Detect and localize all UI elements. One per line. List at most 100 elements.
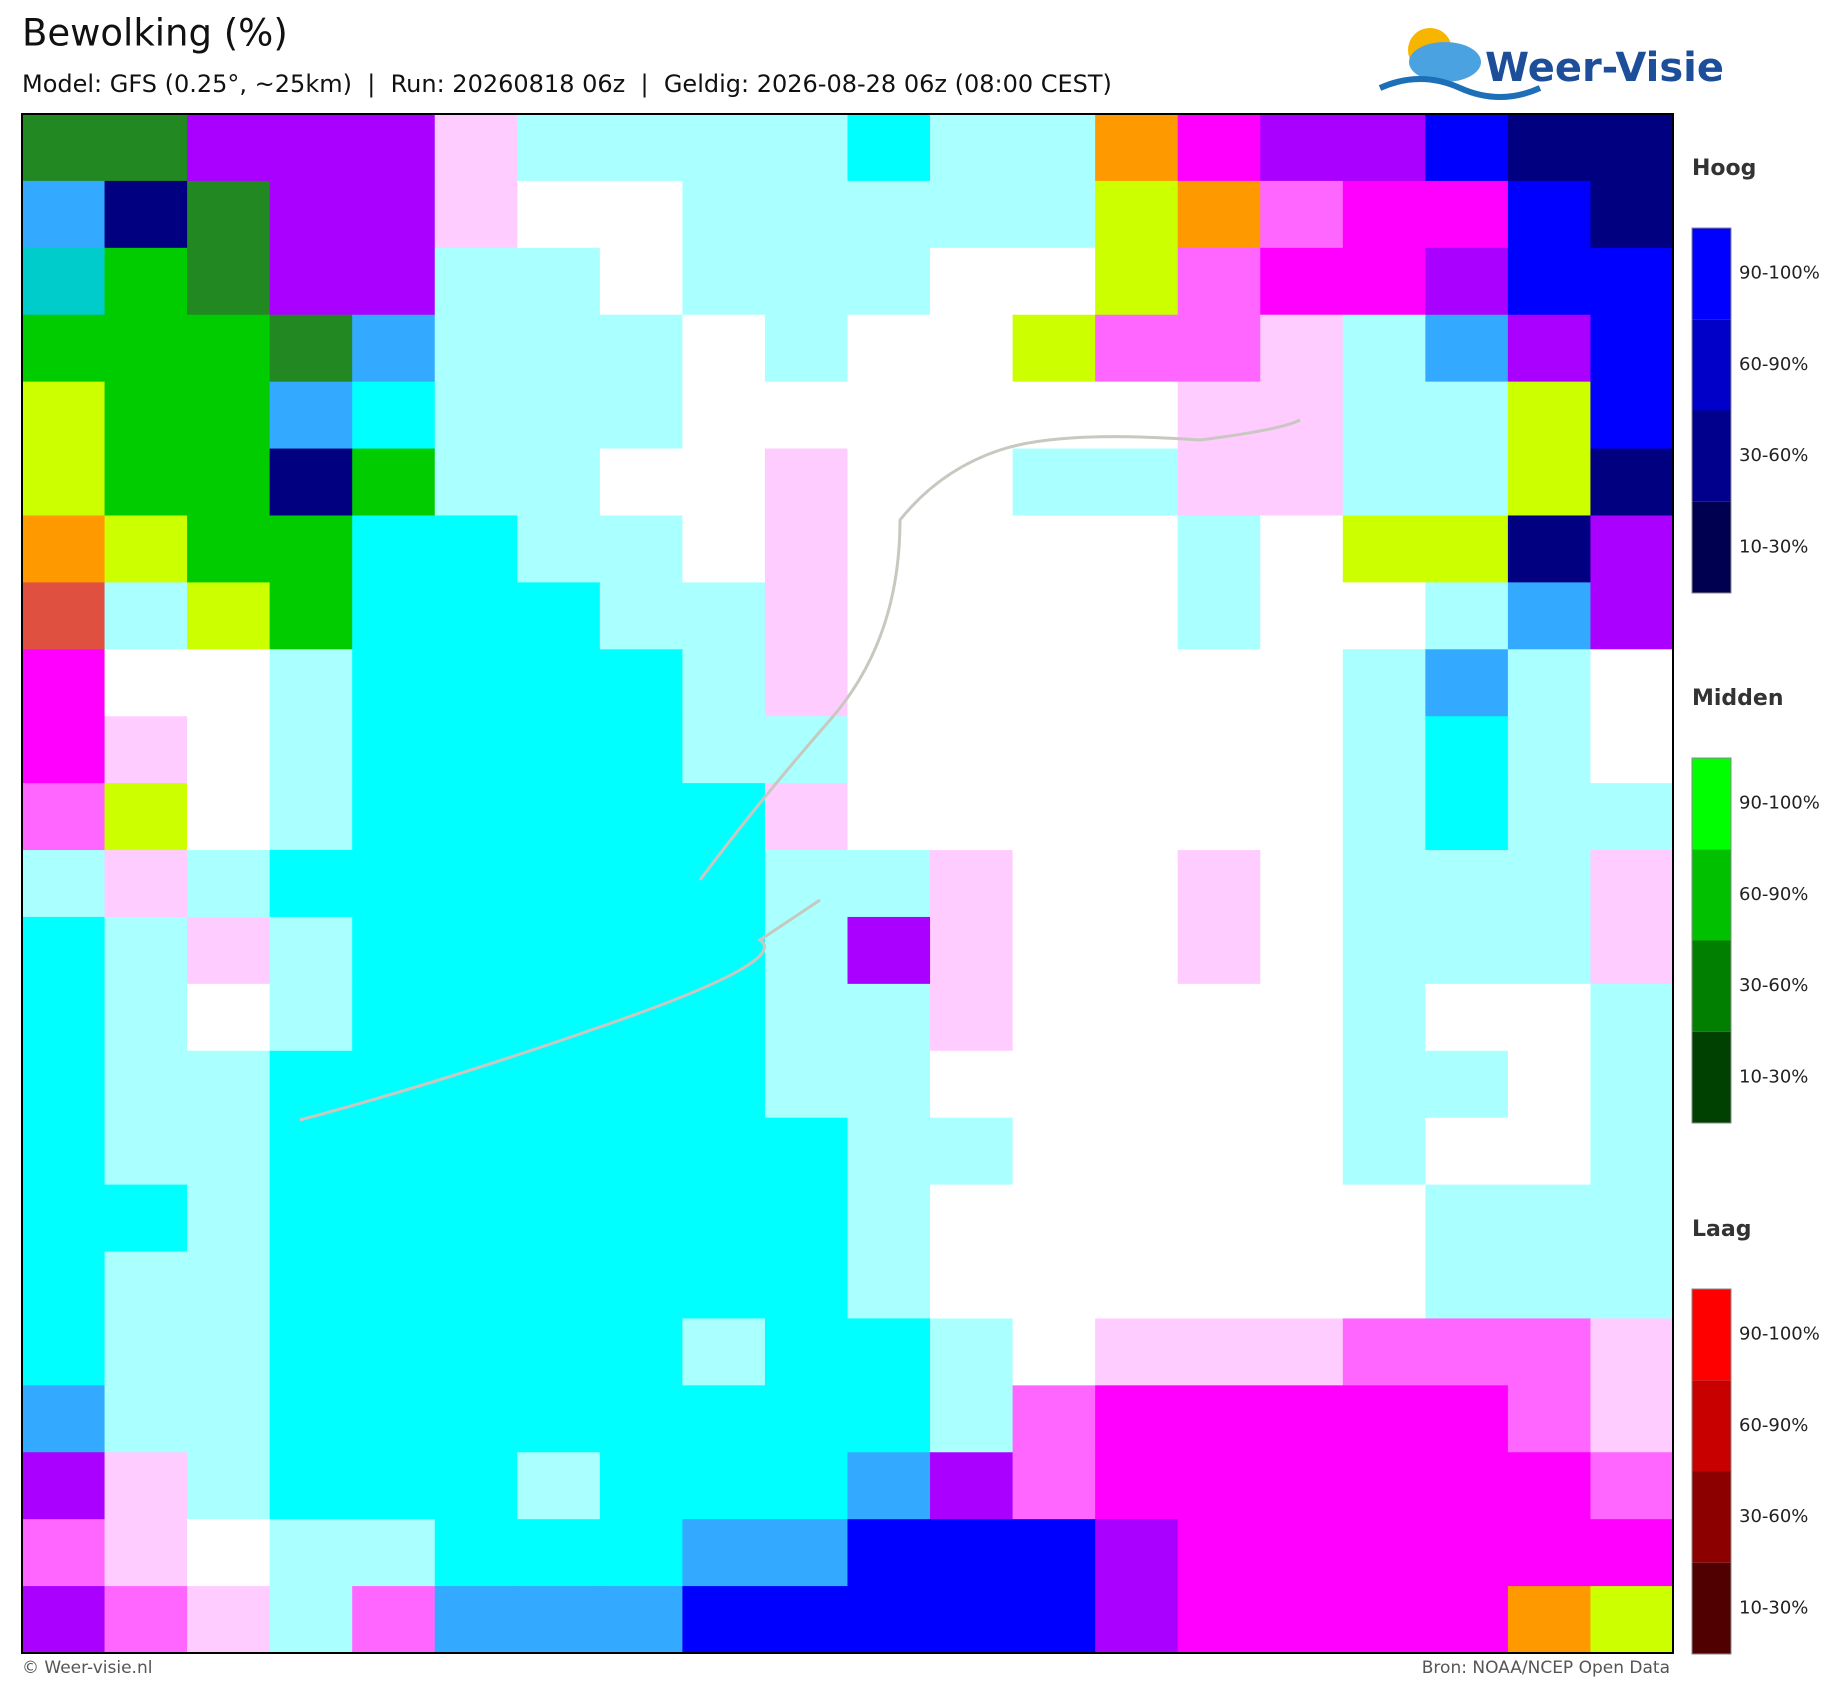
cloud-cell: [1095, 783, 1179, 851]
cloud-cell: [682, 916, 766, 985]
cloud-cell: [1260, 381, 1344, 450]
cloud-cell: [930, 448, 1014, 516]
cloud-cell: [1425, 716, 1509, 784]
cloud-cell: [269, 850, 353, 918]
cloud-cell: [517, 582, 601, 650]
cloud-cell: [352, 247, 436, 316]
cloud-cell: [682, 1586, 766, 1654]
legend-label: 10-30%: [1739, 1597, 1808, 1618]
cloud-cell: [517, 515, 601, 583]
cloud-cell: [1425, 1318, 1509, 1386]
cloud-cell: [1342, 1117, 1426, 1186]
cloud-cell: [187, 1385, 271, 1453]
cloud-cell: [1507, 1318, 1591, 1386]
cloud-cell: [1507, 1385, 1591, 1453]
cloud-cell: [1342, 1184, 1426, 1253]
footer-right: Bron: NOAA/NCEP Open Data: [1422, 1658, 1670, 1678]
cloud-cell: [682, 515, 766, 583]
cloud-cell: [847, 448, 931, 516]
cloud-cell: [434, 1586, 518, 1654]
cloud-cell: [187, 381, 271, 450]
cloud-cell: [682, 850, 766, 918]
cloud-cell: [1590, 1184, 1674, 1253]
legend-bar-frame: [1691, 757, 1732, 1124]
cloud-cell: [517, 1117, 601, 1186]
cloud-cell: [434, 1050, 518, 1119]
cloud-cell: [352, 314, 436, 383]
cloud-cell: [1425, 1385, 1509, 1453]
legend-swatch: [1692, 849, 1731, 941]
cloud-cell: [517, 1519, 601, 1587]
cloud-cell: [1590, 582, 1674, 650]
cloud-cell: [599, 114, 683, 182]
legend-swatch: [1692, 501, 1731, 593]
cloud-cell: [1590, 1452, 1674, 1520]
cloud-cell: [682, 716, 766, 784]
cloud-cell: [1590, 114, 1674, 182]
cloud-cell: [682, 1385, 766, 1453]
cloud-cell: [22, 983, 106, 1052]
cloud-cell: [1177, 1586, 1261, 1654]
cloud-cell: [1177, 180, 1261, 249]
cloud-cell: [764, 582, 848, 650]
cloud-cell: [764, 1385, 848, 1453]
cloud-cell: [1260, 1452, 1344, 1520]
cloud-cell: [1342, 1452, 1426, 1520]
cloud-cell: [434, 1117, 518, 1186]
cloud-cell: [104, 1251, 188, 1319]
cloud-cell: [1260, 247, 1344, 316]
cloud-cell: [1095, 850, 1179, 918]
cloud-cell: [847, 1452, 931, 1520]
cloud-cell: [1342, 783, 1426, 851]
cloud-cell: [1012, 582, 1096, 650]
cloud-cell: [187, 1184, 271, 1253]
cloud-cell: [22, 649, 106, 717]
cloud-cell: [269, 1318, 353, 1386]
cloud-cell: [22, 381, 106, 450]
cloud-cell: [930, 716, 1014, 784]
cloud-cell: [764, 180, 848, 249]
cloud-cell: [104, 180, 188, 249]
cloud-cell: [1342, 1318, 1426, 1386]
cloud-cell: [599, 1452, 683, 1520]
cloud-cell: [1425, 916, 1509, 985]
cloud-cell: [1342, 114, 1426, 182]
cloud-cell: [764, 381, 848, 450]
legend-bar-frame: [1691, 227, 1732, 594]
cloud-cell: [352, 381, 436, 450]
cloud-cell: [1095, 582, 1179, 650]
cloud-cell: [847, 850, 931, 918]
cloud-cell: [599, 1385, 683, 1453]
cloud-cell: [352, 1452, 436, 1520]
cloud-cell: [1095, 716, 1179, 784]
legend-swatch: [1692, 1289, 1731, 1381]
cloud-cell: [434, 114, 518, 182]
cloud-cell: [104, 1385, 188, 1453]
cloud-cell: [517, 1452, 601, 1520]
cloud-cell: [187, 1117, 271, 1186]
cloud-cell: [1260, 1050, 1344, 1119]
cloud-cell: [22, 783, 106, 851]
cloud-cell: [1260, 314, 1344, 383]
cloud-cell: [1012, 1050, 1096, 1119]
cloud-cell: [517, 314, 601, 383]
legend-label: 10-30%: [1739, 1066, 1808, 1087]
cloud-cell: [352, 515, 436, 583]
cloud-cell: [1342, 649, 1426, 717]
cloud-cell: [764, 716, 848, 784]
cloud-cell: [187, 1050, 271, 1119]
cloud-cell: [1095, 180, 1179, 249]
cloud-cell: [1342, 314, 1426, 383]
cloud-cell: [517, 1586, 601, 1654]
cloud-cell: [764, 649, 848, 717]
cloud-cell: [930, 983, 1014, 1052]
cloud-cell: [434, 716, 518, 784]
cloud-cell: [22, 1050, 106, 1119]
cloud-cell: [1012, 983, 1096, 1052]
cloud-cell: [1590, 448, 1674, 516]
cloud-cell: [1177, 716, 1261, 784]
cloud-cell: [269, 247, 353, 316]
cloud-cell: [434, 314, 518, 383]
cloud-cell: [1342, 180, 1426, 249]
